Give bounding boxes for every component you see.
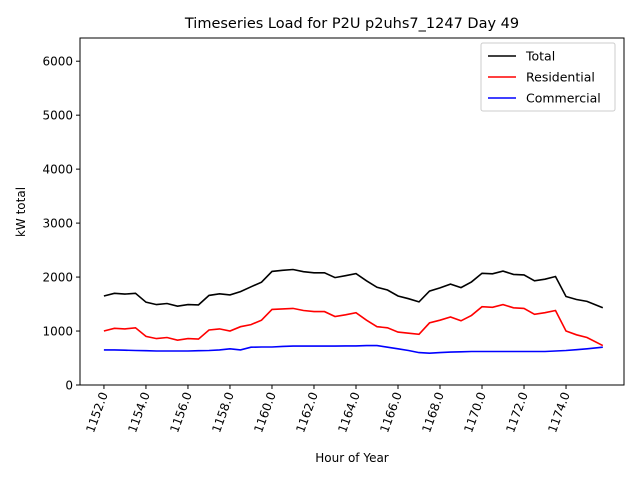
series-line-total xyxy=(103,268,604,309)
legend-label-residential: Residential xyxy=(526,70,595,85)
chart-title: Timeseries Load for P2U p2uhs7_1247 Day … xyxy=(184,16,519,32)
x-tick-label: 1170.0 xyxy=(461,390,489,434)
legend-label-commercial: Commercial xyxy=(526,91,601,106)
y-axis-label: kW total xyxy=(14,187,28,237)
y-tick-label: 5000 xyxy=(42,109,73,123)
y-tick-label: 1000 xyxy=(42,325,73,339)
x-tick-label: 1164.0 xyxy=(335,390,363,434)
y-tick-label: 0 xyxy=(65,379,73,393)
y-tick-label: 6000 xyxy=(42,55,73,69)
x-tick-label: 1166.0 xyxy=(377,390,405,434)
series-line-residential xyxy=(103,303,604,347)
series-line-commercial xyxy=(103,344,603,355)
x-tick-label: 1152.0 xyxy=(83,390,111,434)
x-tick-label: 1156.0 xyxy=(167,390,195,434)
x-axis-label: Hour of Year xyxy=(315,451,389,465)
y-tick-label: 2000 xyxy=(42,271,73,285)
x-tick-label: 1162.0 xyxy=(293,390,321,434)
x-tick-label: 1160.0 xyxy=(251,390,279,434)
x-tick-label: 1158.0 xyxy=(209,390,237,434)
x-tick-label: 1174.0 xyxy=(545,390,573,434)
legend-label-total: Total xyxy=(525,49,555,64)
legend: Total Residential Commercial xyxy=(480,42,616,112)
x-tick-label: 1172.0 xyxy=(503,390,531,434)
axes-frame xyxy=(79,37,625,386)
x-tick-label: 1168.0 xyxy=(419,390,447,434)
y-tick-label: 3000 xyxy=(42,217,73,231)
y-tick-label: 4000 xyxy=(42,163,73,177)
x-tick-label: 1154.0 xyxy=(125,390,153,434)
